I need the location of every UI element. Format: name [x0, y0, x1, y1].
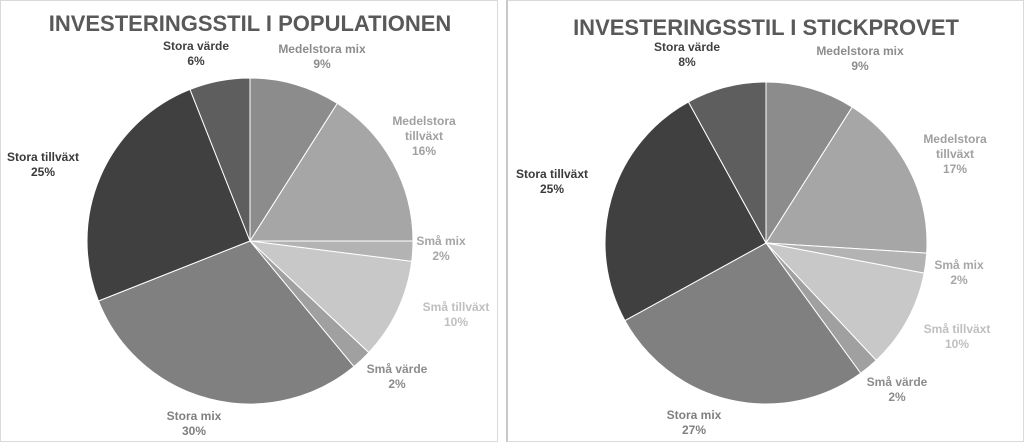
slice-name: Stora tillväxt	[516, 167, 588, 181]
slice-value-label: 27%	[682, 423, 706, 437]
pie-slice	[249, 102, 414, 242]
slice-value-label: 6%	[187, 54, 205, 68]
pie-slice	[97, 240, 355, 405]
slice-name: Medelstora mix	[816, 44, 904, 58]
slice-name: Medelstora	[923, 132, 987, 146]
pie-slice	[687, 81, 767, 244]
slice-name: Små mix	[934, 258, 984, 272]
chart-panel-population: INVESTERINGSSTIL I POPULATIONEN Medelsto…	[0, 0, 498, 442]
slice-name: Små värde	[367, 362, 428, 376]
slice-value-label: 25%	[540, 182, 564, 196]
slice-value-label: 30%	[182, 424, 206, 438]
slice-value-label: 9%	[313, 57, 331, 71]
slice-value-label: 2%	[888, 390, 906, 404]
slice-name: Små tillväxt	[423, 300, 490, 314]
slice-value-label: 25%	[31, 165, 55, 179]
pie-slice	[189, 77, 251, 242]
pie-chart-population: INVESTERINGSSTIL I POPULATIONEN Medelsto…	[7, 11, 490, 438]
slice-value-label: 10%	[945, 337, 969, 351]
slice-value-label: 9%	[851, 59, 869, 73]
pie-slice	[604, 101, 767, 322]
slice-name: Stora värde	[163, 39, 229, 53]
slice-value-label: 2%	[950, 273, 968, 287]
slice-name: Små mix	[416, 234, 466, 248]
chart-title: INVESTERINGSSTIL I STICKPROVET	[573, 15, 959, 40]
slice-name: Små tillväxt	[924, 322, 991, 336]
pie-slice	[248, 240, 413, 354]
slice-value-label: 8%	[678, 55, 696, 69]
pie-slice	[764, 242, 925, 362]
slice-name: tillväxt	[405, 129, 443, 143]
pie-slice	[249, 77, 339, 243]
chart-title: INVESTERINGSSTIL I POPULATIONEN	[49, 11, 452, 36]
slice-value-label: 17%	[943, 162, 967, 176]
slice-name: Stora värde	[654, 40, 720, 54]
pie-slice	[765, 81, 853, 245]
slice-value-label: 16%	[412, 144, 436, 158]
pie-slice	[86, 88, 251, 302]
slice-name: tillväxt	[936, 147, 974, 161]
slice-name: Stora tillväxt	[7, 150, 79, 164]
slice-name: Små värde	[867, 375, 928, 389]
slice-value-label: 2%	[432, 249, 450, 263]
pie-chart-sample: INVESTERINGSSTIL I STICKPROVET Medelstor…	[516, 15, 991, 437]
slice-value-label: 10%	[444, 315, 468, 329]
pie-slice	[765, 106, 928, 254]
slice-name: Stora mix	[167, 409, 222, 423]
slice-name: Stora mix	[667, 408, 722, 422]
pie-slice	[624, 242, 862, 405]
slice-name: Medelstora mix	[278, 42, 366, 56]
chart-panel-sample: INVESTERINGSSTIL I STICKPROVET Medelstor…	[506, 0, 1024, 442]
slice-value-label: 2%	[388, 377, 406, 391]
slice-name: Medelstora	[392, 114, 456, 128]
